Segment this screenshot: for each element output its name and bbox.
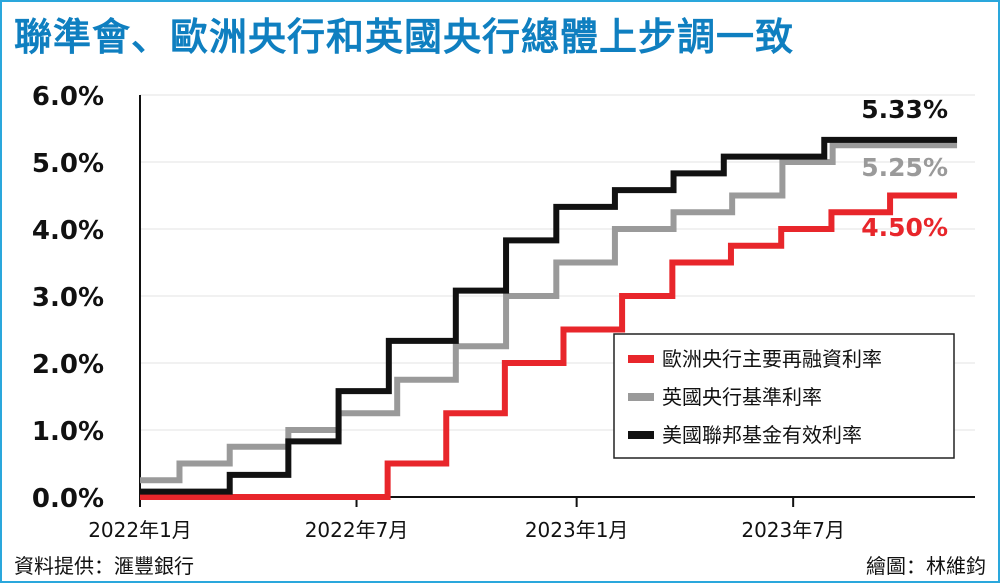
source-note: 資料提供：滙豐銀行	[14, 554, 194, 578]
series-end-label: 5.25%	[861, 153, 948, 182]
x-tick-label: 2023年1月	[525, 518, 629, 542]
series-line	[140, 136, 958, 495]
y-tick-label: 2.0%	[32, 350, 104, 380]
legend-label: 英國央行基準利率	[662, 385, 822, 409]
chart-title: 聯準會、歐洲央行和英國央行總體上步調一致	[14, 15, 795, 59]
legend-label: 美國聯邦基金有效利率	[662, 423, 862, 447]
y-tick-label: 1.0%	[32, 417, 104, 447]
legend-label: 歐洲央行主要再融資利率	[662, 347, 882, 371]
x-tick-label: 2022年1月	[88, 518, 192, 542]
y-tick-label: 6.0%	[32, 82, 104, 112]
y-tick-label: 3.0%	[32, 283, 104, 313]
series-end-label: 5.33%	[861, 95, 948, 124]
series-lines	[140, 136, 958, 500]
series-line	[140, 192, 958, 500]
series-line	[140, 142, 958, 484]
y-tick-label: 0.0%	[32, 484, 104, 514]
tick-labels: 0.0% 1.0% 2.0% 3.0% 4.0% 5.0% 6.0% 2022年1月 2022年…	[32, 82, 845, 542]
series-end-label: 4.50%	[861, 213, 948, 242]
y-tick-label: 5.0%	[32, 149, 104, 179]
x-tick-label: 2022年7月	[305, 518, 409, 542]
end-labels: 4.50% 5.25% 5.33%	[861, 95, 948, 242]
legend-box	[613, 333, 955, 459]
x-tick-label: 2023年7月	[741, 518, 845, 542]
credit-note: 繪圖：林維鈞	[866, 554, 986, 578]
y-tick-label: 4.0%	[32, 216, 104, 246]
